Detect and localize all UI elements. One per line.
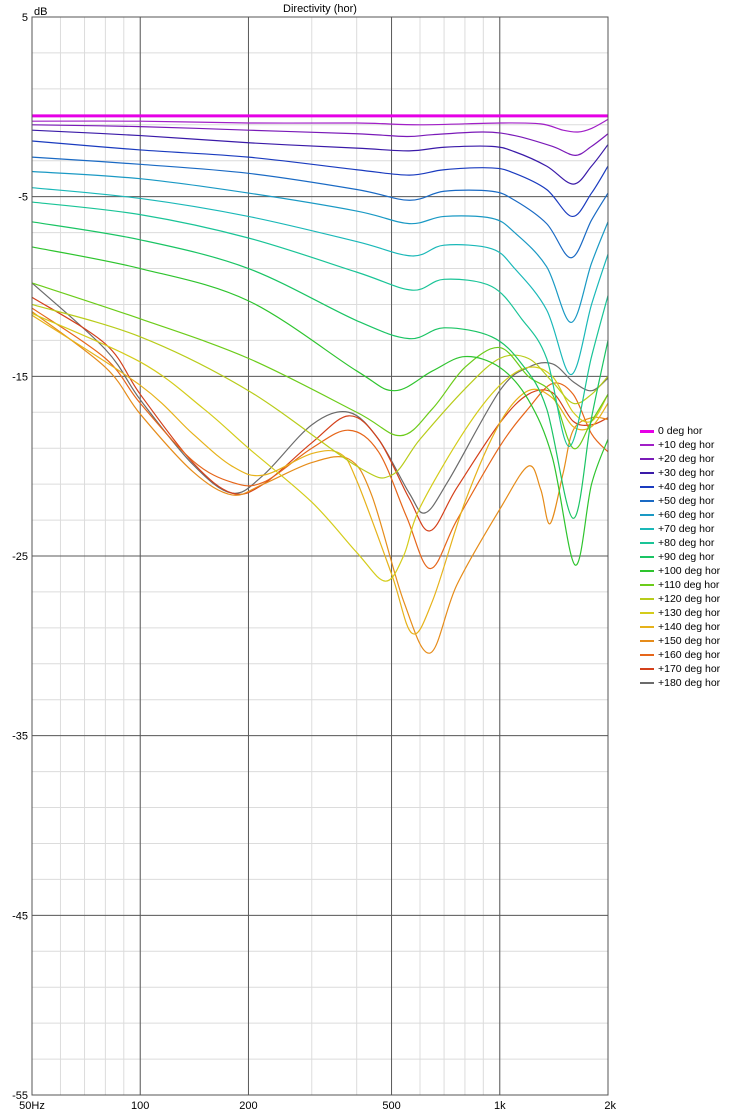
y-tick-labels: 5 -5 -15 -25 -35 -45 -55 [12,12,28,1102]
legend-item: +180 deg hor [640,676,720,690]
legend-item: +30 deg hor [640,466,720,480]
legend-label: +160 deg hor [658,649,721,661]
legend-label: +150 deg hor [658,635,721,647]
legend-item: +20 deg hor [640,452,720,466]
y-tick-label: -35 [12,731,28,743]
legend-item: +90 deg hor [640,550,720,564]
series-line-90-deg-hor [31,221,609,519]
legend-item: +50 deg hor [640,494,720,508]
chart-title: Directivity (hor) [283,3,357,15]
legend-swatch [640,612,654,614]
series-line-110-deg-hor [31,282,609,450]
y-tick-label: -5 [18,192,28,204]
y-tick-label: -55 [12,1090,28,1102]
legend-item: +170 deg hor [640,662,720,676]
legend-swatch [640,598,654,600]
x-tick-label: 100 [131,1100,149,1112]
legend-label: +70 deg hor [658,523,715,535]
legend-item: +10 deg hor [640,438,720,452]
series-line-40-deg-hor [31,140,609,218]
series-line-60-deg-hor [31,170,609,324]
series-line-120-deg-hor [31,303,609,479]
legend-swatch [640,682,654,684]
legend-item: +70 deg hor [640,522,720,536]
legend-item: +140 deg hor [640,620,720,634]
legend-label: +180 deg hor [658,677,721,689]
legend-swatch [640,486,654,488]
legend-item: +100 deg hor [640,564,720,578]
series-line-70-deg-hor [31,187,609,376]
legend-swatch [640,528,654,530]
x-tick-label: 2k [604,1100,616,1112]
legend-swatch [640,626,654,628]
legend-swatch [640,444,654,446]
legend-label: +50 deg hor [658,495,715,507]
legend-swatch [640,514,654,516]
plot-frame [31,16,609,1096]
legend-item: 0 deg hor [640,424,720,438]
legend-label: 0 deg hor [658,425,703,437]
legend-item: +160 deg hor [640,648,720,662]
legend-item: +80 deg hor [640,536,720,550]
y-tick-label: -45 [12,910,28,922]
legend-swatch [640,556,654,558]
series-line-20-deg-hor [31,124,609,156]
legend-swatch [640,640,654,642]
x-tick-label: 200 [239,1100,257,1112]
legend-swatch [640,458,654,460]
y-tick-label: -25 [12,551,28,563]
legend-label: +130 deg hor [658,607,721,619]
series-line-170-deg-hor [31,296,609,532]
series-line-130-deg-hor [31,312,609,582]
legend-swatch [640,542,654,544]
series-line-140-deg-hor [31,314,609,635]
x-tick-label: 1k [494,1100,506,1112]
legend-label: +110 deg hor [658,579,720,591]
x-tick-label: 500 [382,1100,400,1112]
legend-swatch [640,472,654,474]
legend-label: +100 deg hor [658,565,721,577]
legend-swatch [640,429,654,433]
series-line-10-deg-hor [31,118,609,133]
major-grid [32,17,608,1095]
legend-swatch [640,584,654,586]
y-tick-label: 5 [22,12,28,24]
legend-swatch [640,570,654,572]
series-line-30-deg-hor [31,129,609,185]
legend-item: +40 deg hor [640,480,720,494]
legend-item: +120 deg hor [640,592,720,606]
legend-label: +120 deg hor [658,593,721,605]
legend-label: +20 deg hor [658,453,715,465]
series-lines [31,114,609,654]
legend-item: +60 deg hor [640,508,720,522]
legend-item: +130 deg hor [640,606,720,620]
x-tick-label: 50Hz [19,1100,45,1112]
series-line-50-deg-hor [31,156,609,259]
legend-swatch [640,500,654,502]
legend-label: +60 deg hor [658,509,715,521]
legend-label: +140 deg hor [658,621,721,633]
legend-swatch [640,654,654,656]
x-tick-labels: 50Hz 100 200 500 1k 2k [19,1100,616,1112]
y-axis-unit-label: dB [34,6,47,18]
series-line-180-deg-hor [31,282,609,514]
legend-item: +110 deg hor [640,578,720,592]
series-line-100-deg-hor [31,246,609,566]
legend-label: +40 deg hor [658,481,715,493]
legend-label: +30 deg hor [658,467,715,479]
legend-label: +80 deg hor [658,537,715,549]
legend: 0 deg hor +10 deg hor +20 deg hor +30 deg h… [640,424,720,690]
series-line-160-deg-hor [31,307,609,570]
legend-label: +170 deg hor [658,663,721,675]
legend-label: +10 deg hor [658,439,715,451]
y-tick-label: -15 [12,371,28,383]
series-line-80-deg-hor [31,201,609,448]
legend-item: +150 deg hor [640,634,720,648]
legend-swatch [640,668,654,670]
legend-label: +90 deg hor [658,551,715,563]
